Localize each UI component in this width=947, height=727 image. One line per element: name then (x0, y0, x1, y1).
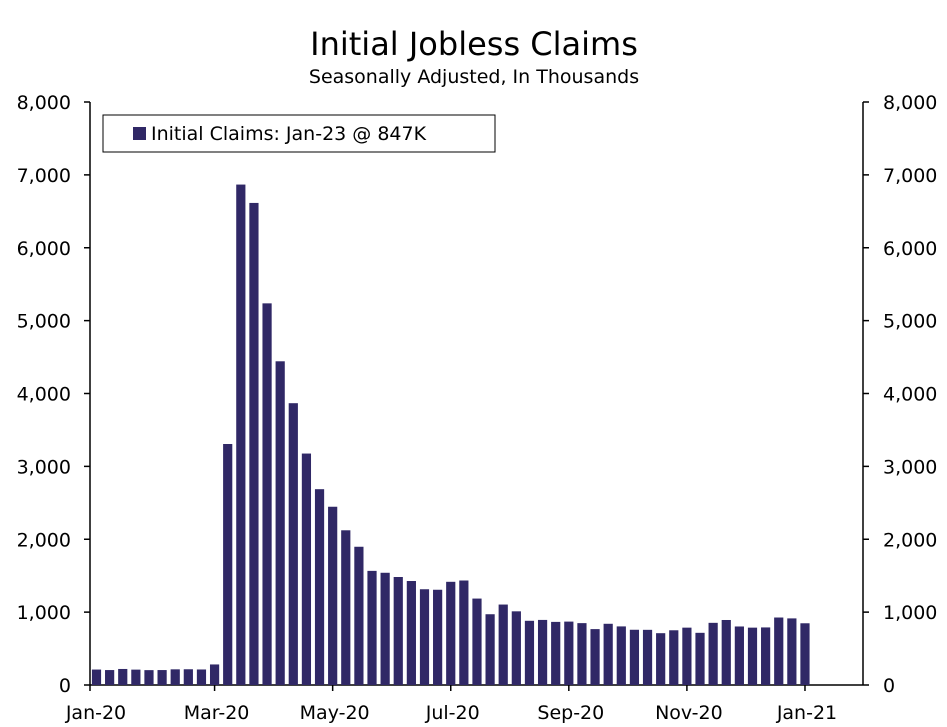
bar (537, 619, 548, 685)
bar (708, 622, 718, 685)
y-tick-label-left: 4,000 (17, 384, 71, 406)
bar (616, 626, 626, 685)
bar (642, 629, 653, 685)
plot-frame (89, 102, 864, 686)
bar (747, 627, 758, 685)
x-tick-label: Jan-21 (776, 702, 837, 724)
bar (761, 627, 771, 685)
y-tick-label-left: 2,000 (17, 529, 71, 551)
y-tick-label-right: 5,000 (883, 311, 937, 333)
bar (196, 669, 207, 685)
bar (144, 670, 154, 685)
y-axis-left: 0 1,000 2,000 3,000 4,000 5,000 6,000 7,000 8,00… (17, 92, 90, 697)
bar (524, 620, 535, 685)
bar (314, 489, 325, 685)
legend-label: Initial Claims: Jan-23 @ 847K (151, 123, 427, 145)
bar (459, 580, 469, 685)
bar (472, 598, 482, 685)
bar (105, 670, 115, 685)
bar (656, 633, 666, 685)
bar (183, 669, 193, 685)
bar (341, 530, 351, 685)
x-tick-label: Mar-20 (184, 702, 250, 724)
bar (734, 626, 744, 685)
bar (564, 621, 574, 685)
bar (393, 576, 403, 685)
bar (249, 202, 259, 685)
bar (433, 589, 443, 685)
bar (603, 623, 613, 685)
bar (551, 621, 561, 685)
bar (682, 627, 692, 685)
chart-title: Initial Jobless Claims (310, 25, 638, 63)
legend-swatch (133, 127, 146, 140)
bar (695, 632, 705, 685)
y-tick-label-right: 3,000 (883, 456, 937, 478)
bar (629, 629, 640, 685)
y-tick-label-right: 1,000 (883, 602, 937, 624)
bar (170, 669, 180, 685)
bar (288, 403, 298, 685)
bar (157, 670, 167, 685)
y-tick-label-right: 0 (883, 675, 895, 697)
bar (419, 589, 430, 685)
bar (236, 184, 246, 685)
x-axis: Jan-20 Mar-20 May-20 Jul-20 Sep-20 Nov-20 Jan-… (65, 685, 837, 724)
y-tick-label-right: 6,000 (883, 238, 937, 260)
bar (209, 664, 220, 685)
bar (590, 629, 600, 685)
bar (328, 506, 338, 685)
bar (380, 572, 390, 685)
y-tick-label-left: 5,000 (17, 311, 71, 333)
bar (367, 570, 377, 685)
bar (354, 546, 364, 685)
x-tick-label: Jan-20 (65, 702, 126, 724)
bar (721, 619, 731, 685)
x-tick-label: Sep-20 (537, 702, 604, 724)
bar (118, 668, 128, 685)
bar (275, 361, 285, 685)
bar (800, 623, 810, 685)
bar (511, 611, 521, 685)
bar (223, 444, 233, 685)
bar (446, 581, 456, 685)
y-tick-label-left: 7,000 (17, 165, 71, 187)
y-tick-label-left: 0 (59, 675, 71, 697)
bar (577, 623, 587, 685)
bar (262, 303, 272, 685)
y-tick-label-right: 4,000 (883, 384, 937, 406)
y-tick-label-left: 1,000 (17, 602, 71, 624)
x-tick-label: May-20 (300, 702, 370, 724)
y-tick-label-left: 6,000 (17, 238, 71, 260)
y-tick-label-right: 7,000 (883, 165, 937, 187)
y-tick-label-left: 3,000 (17, 456, 71, 478)
y-axis-right: 0 1,000 2,000 3,000 4,000 5,000 6,000 7,000 8,00… (863, 92, 937, 697)
y-tick-label-left: 8,000 (17, 92, 71, 114)
bar (131, 669, 141, 685)
bar (787, 618, 797, 685)
y-tick-label-right: 8,000 (883, 92, 937, 114)
bar (485, 614, 495, 685)
chart-subtitle: Seasonally Adjusted, In Thousands (309, 66, 639, 88)
x-tick-label: Nov-20 (655, 702, 723, 724)
bar (498, 604, 508, 685)
bar (774, 617, 784, 685)
bar (301, 453, 312, 685)
bar (406, 581, 416, 685)
legend: Initial Claims: Jan-23 @ 847K (102, 114, 496, 153)
legend-box (102, 114, 496, 153)
bar (91, 669, 102, 685)
bar-series (91, 184, 810, 685)
y-tick-label-right: 2,000 (883, 529, 937, 551)
x-tick-label: Jul-20 (425, 702, 480, 724)
bar (669, 630, 679, 685)
